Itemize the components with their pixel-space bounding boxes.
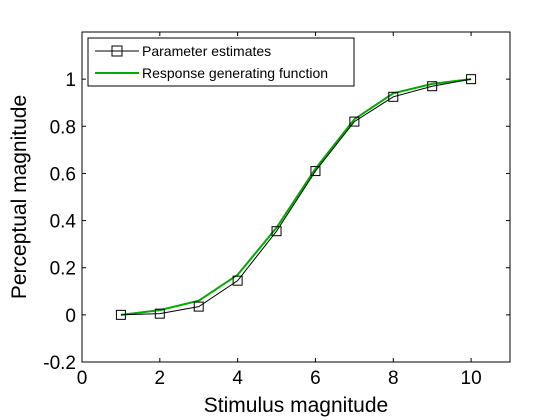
x-axis-tick-labels: 0 2 4 6 8 10 <box>77 368 482 389</box>
series-line-parameter-estimates <box>120 78 472 316</box>
data-point <box>232 275 243 286</box>
x-tick-label: 0 <box>77 368 88 389</box>
data-point <box>115 309 126 320</box>
x-axis-title: Stimulus magnitude <box>204 394 388 417</box>
y-tick-label: 0.6 <box>50 164 76 185</box>
legend-label-response-generating-function: Response generating function <box>142 65 328 81</box>
legend-box <box>87 37 355 87</box>
y-tick-label: -0.2 <box>43 353 76 374</box>
series-layer <box>115 74 477 320</box>
data-point <box>193 301 204 312</box>
y-axis-title: Perceptual magnitude <box>8 95 31 299</box>
legend: Parameter estimates Response generating … <box>87 37 355 87</box>
legend-marker-square <box>111 45 123 57</box>
y-tick-label: 1 <box>65 70 76 91</box>
data-point <box>427 81 438 92</box>
x-tick-label: 6 <box>310 368 321 389</box>
legend-label-parameter-estimates: Parameter estimates <box>142 43 271 59</box>
x-tick-label: 8 <box>388 368 399 389</box>
y-tick-label: 0.2 <box>50 259 76 280</box>
y-axis-tick-labels: -0.2 0 0.2 0.4 0.6 0.8 1 <box>43 70 76 374</box>
series-parameter-estimates <box>115 74 477 320</box>
y-tick-label: 0.4 <box>50 212 77 233</box>
x-tick-label: 10 <box>461 368 482 389</box>
data-point <box>388 91 399 102</box>
data-point <box>349 116 360 127</box>
axis-ticks <box>81 32 510 363</box>
y-tick-label: 0.8 <box>50 117 76 138</box>
series-response-generating-function <box>120 78 472 316</box>
x-tick-label: 4 <box>232 368 243 389</box>
data-point <box>271 226 282 237</box>
x-tick-label: 2 <box>155 368 166 389</box>
series-line-response-generating-function <box>120 78 472 316</box>
y-tick-label: 0 <box>65 306 76 327</box>
data-point <box>154 308 165 319</box>
data-point <box>310 166 321 177</box>
data-point <box>466 74 477 85</box>
